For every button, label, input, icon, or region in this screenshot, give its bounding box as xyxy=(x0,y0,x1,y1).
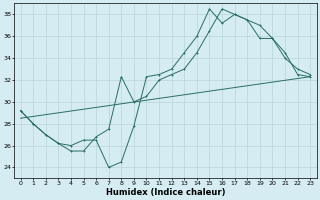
X-axis label: Humidex (Indice chaleur): Humidex (Indice chaleur) xyxy=(106,188,225,197)
